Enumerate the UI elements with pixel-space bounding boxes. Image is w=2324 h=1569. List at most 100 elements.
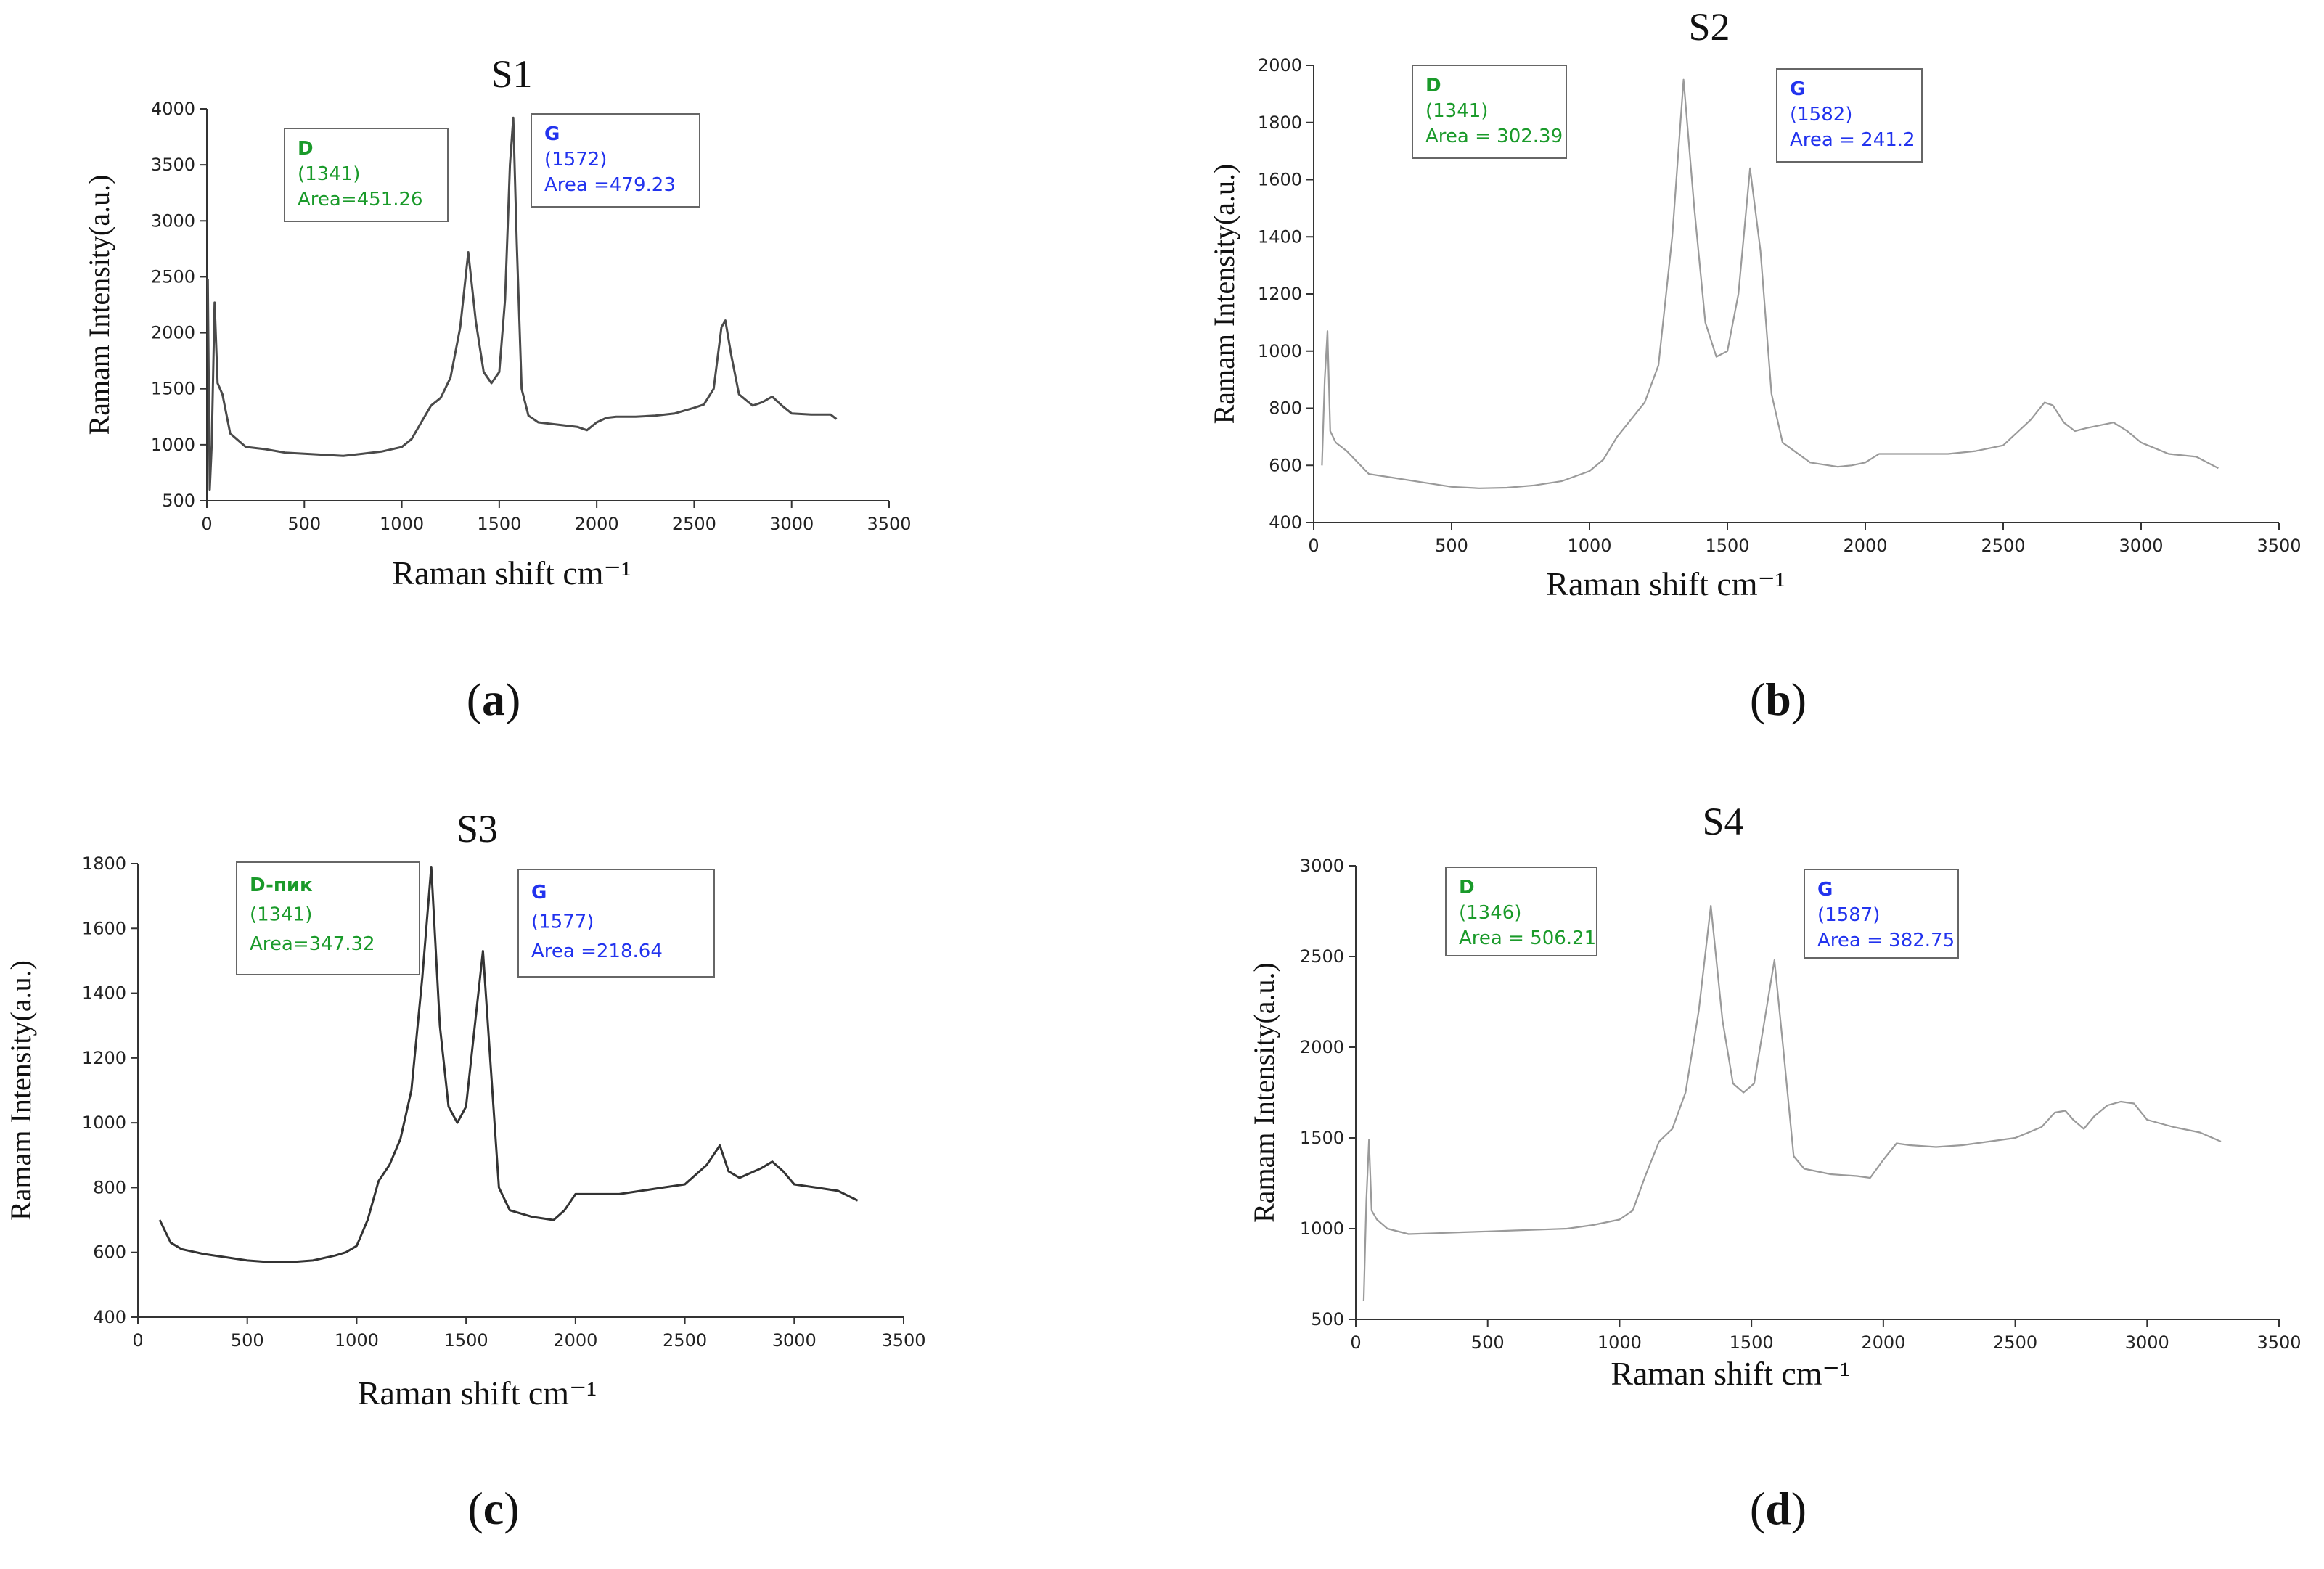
y-tick-label: 3000 [151,210,195,231]
x-tick-label: 0 [1308,536,1319,556]
x-tick-label: 2000 [1861,1332,1905,1353]
chart-panel-d: 500 1000 1500 2000 2500 3000 0 500 1000 1500 2000 2… [1248,800,2302,1534]
panel-label-close: ) [1791,1483,1807,1534]
panel-label-letter: c [483,1483,504,1534]
peak-annotation-g: G (1587) Area = 382.75 [1804,869,1959,959]
chart-title: S1 [491,52,532,96]
annotation-peak-area: Area=347.32 [250,933,375,955]
y-tick-label: 1600 [1258,170,1302,190]
panel-label-open: ( [1750,673,1765,725]
x-tick-label: 1500 [444,1330,488,1351]
y-tick-label: 1000 [151,435,195,455]
y-axis-title: Ramam Intensity(a.u.) [4,960,37,1221]
y-tick-label: 1800 [1258,112,1302,133]
x-tick-label: 3500 [2257,536,2301,556]
annotation-peak-position: (1346) [1459,902,1521,924]
annotation-peak-position: (1341) [1425,100,1488,122]
x-tick-label: 500 [1435,536,1468,556]
x-tick-label: 2500 [663,1330,707,1351]
x-tick-label: 1000 [335,1330,379,1351]
y-tick-label: 1800 [82,853,126,874]
annotation-box [1412,65,1567,159]
x-tick-label: 2000 [1843,536,1887,556]
y-tick-label: 1200 [1258,284,1302,304]
annotation-peak-position: (1572) [544,149,607,171]
annotation-peak-area: Area = 506.21 [1459,927,1596,949]
annotation-peak-name: G [1817,879,1833,901]
y-tick-label: 600 [1269,455,1302,475]
y-tick-label: 2500 [1300,946,1344,967]
x-tick-label: 3000 [772,1330,817,1351]
panel-label-open: ( [467,1483,483,1534]
annotation-peak-area: Area =479.23 [544,174,676,196]
annotation-peak-name: G [544,123,560,145]
annotation-peak-name: D [1459,877,1475,898]
chart-panel-c: 400 600 800 1000 1200 1400 1600 1800 0 500 1000 150… [4,807,926,1534]
chart-title: S4 [1702,800,1743,843]
y-tick-label: 2000 [1258,55,1302,75]
y-tick-label: 400 [93,1307,126,1327]
peak-annotation-g: G (1577) Area =218.64 [517,869,715,978]
panel-label-letter: a [482,673,505,725]
annotation-peak-area: Area = 382.75 [1817,930,1955,951]
annotation-peak-name: G [1790,78,1805,100]
x-tick-label: 1000 [1597,1332,1642,1353]
y-tick-label: 2000 [1300,1037,1344,1057]
annotation-peak-position: (1587) [1817,904,1880,926]
panel-label-close: ) [504,1483,519,1534]
x-tick-label: 3500 [867,514,911,534]
x-axis-title: Raman shift cm⁻¹ [1546,565,1785,602]
x-tick-label: 3500 [2257,1332,2301,1353]
panel-label-letter: d [1765,1483,1791,1534]
y-tick-label: 500 [1311,1309,1344,1330]
annotation-peak-area: Area=451.26 [298,189,423,210]
raman-spectrum-line [158,866,859,1263]
raman-spectrum-line [1362,904,2222,1302]
y-tick-label: 1500 [1300,1128,1344,1148]
peak-annotation-g: G (1582) Area = 241.2 [1776,68,1923,163]
chart-title: S2 [1688,5,1730,49]
annotation-peak-name: D-пик [250,874,313,896]
x-tick-label: 500 [1471,1332,1505,1353]
annotation-box [1804,869,1959,959]
panel-label: (d) [1750,1483,1807,1534]
y-axis-title: Ramam Intensity(a.u.) [1208,164,1240,425]
panel-label: (b) [1750,673,1807,725]
y-tick-label: 500 [162,491,195,511]
y-tick-label: 600 [93,1242,126,1263]
x-tick-label: 0 [132,1330,143,1351]
y-tick-label: 2000 [151,323,195,343]
x-tick-label: 1000 [380,514,424,534]
annotation-peak-area: Area = 241.2 [1790,129,1915,151]
panel-label: (c) [467,1483,519,1534]
annotation-peak-position: (1341) [250,904,312,926]
x-tick-label: 0 [1350,1332,1361,1353]
x-tick-label: 3500 [881,1330,925,1351]
annotation-peak-position: (1582) [1790,104,1852,126]
y-axis-title: Ramam Intensity(a.u.) [1248,962,1280,1223]
y-tick-label: 4000 [151,99,195,119]
y-tick-label: 3000 [1300,856,1344,876]
annotation-box [1445,867,1597,956]
x-tick-label: 2000 [575,514,619,534]
annotation-peak-position: (1341) [298,163,360,185]
raman-spectrum-line [1321,78,2219,489]
annotation-peak-area: Area =218.64 [531,941,663,962]
annotation-box [1776,68,1923,163]
y-tick-label: 1000 [1300,1218,1344,1239]
x-tick-label: 1500 [1705,536,1749,556]
x-tick-label: 2500 [672,514,716,534]
y-axis-title: Ramam Intensity(a.u.) [83,175,115,435]
x-axis-title: Raman shift cm⁻¹ [392,554,631,591]
annotation-box [531,113,700,208]
x-tick-label: 2500 [1993,1332,2037,1353]
y-tick-label: 800 [93,1177,126,1197]
y-tick-label: 1200 [82,1048,126,1068]
peak-annotation-d: D (1341) Area = 302.39 [1412,65,1567,159]
y-tick-label: 2500 [151,266,195,287]
chart-panel-b: 400 600 800 1000 1200 1400 1600 1800 2000 0 500 100… [1208,5,2302,725]
peak-annotation-g: G (1572) Area =479.23 [531,113,700,208]
annotation-box [236,861,420,975]
chart-title: S3 [457,807,498,851]
y-tick-label: 3500 [151,155,195,175]
